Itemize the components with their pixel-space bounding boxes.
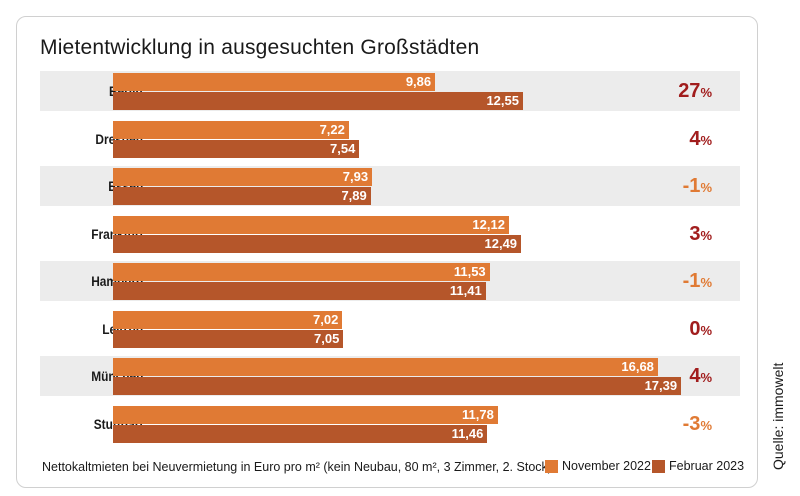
bar-februar-2023: 11,41 [113,282,486,300]
data-label: 7,05 [314,330,340,346]
data-label: 11,41 [449,283,482,298]
change-percent: 4% [689,119,712,159]
bar-november-2022: 12,12 [113,215,509,234]
legend-label: Februar 2023 [669,459,745,473]
data-label: 16,68 [621,359,654,374]
change-unit: % [700,180,712,195]
legend-item-november-2022: November 2022 [545,459,651,473]
data-label: 17,39 [644,378,678,393]
change-unit: % [700,322,712,338]
data-label: 11,53 [453,264,486,279]
change-value: 0 [689,317,701,340]
change-unit: % [700,417,712,433]
change-unit: % [700,275,712,290]
bar-november-2022: 9,86 [113,73,436,91]
change-value: 3 [689,222,701,245]
bar-november-2022: 7,22 [113,120,349,139]
bar-november-2022: 11,53 [113,263,490,281]
change-percent: -3% [683,404,712,444]
bar-februar-2023: 17,39 [113,377,682,395]
bar-november-2022: 11,78 [113,405,498,424]
chart-row: Berlin 9,86 12,55 27% [40,71,740,111]
bar-februar-2023: 7,89 [113,187,371,205]
change-unit: % [700,85,712,100]
data-label: 7,02 [313,311,339,327]
bar-februar-2023: 12,49 [113,234,522,253]
legend-swatch [652,459,665,473]
bar-februar-2023: 7,05 [113,329,344,348]
legend-swatch [545,459,558,473]
chart-row: Hamburg 11,53 11,41 -1% [40,261,740,301]
chart-row: Frankfurt 12,12 12,49 3% [40,214,740,254]
change-value: -3 [682,412,701,435]
data-label: 9,86 [405,74,432,89]
change-percent: 4% [689,356,712,396]
change-value: -1 [682,270,701,292]
data-label: 7,22 [319,121,345,137]
data-label: 12,55 [486,93,519,108]
chart-row: Stuttgart 11,78 11,46 -3% [40,404,740,444]
chart-row: Essen 7,93 7,89 -1% [40,166,740,206]
change-percent: -1% [683,166,712,206]
data-label: 11,46 [451,425,484,441]
change-value: 4 [689,365,701,387]
bar-februar-2023: 11,46 [113,424,488,443]
legend-label: November 2022 [562,459,651,473]
change-unit: % [700,132,712,148]
data-label: 7,93 [342,169,369,184]
data-label: 7,54 [330,140,356,156]
bar-februar-2023: 12,55 [113,92,523,110]
source-note: Quelle: immowelt [770,362,786,470]
x-axis-label: Nettokaltmieten bei Neuvermietung in Eur… [42,460,556,474]
bar-november-2022: 7,93 [113,168,373,186]
change-percent: 0% [689,309,712,349]
change-unit: % [700,227,712,243]
change-percent: 3% [689,214,712,254]
chart-row: Dresden 7,22 7,54 4% [40,119,740,159]
chart-title: Mietentwicklung in ausgesuchten Großstäd… [40,36,480,59]
change-value: 27 [678,80,701,102]
data-label: 12,12 [472,216,505,232]
change-value: -1 [682,175,701,197]
legend-item-februar-2023: Februar 2023 [652,459,744,473]
bar-november-2022: 16,68 [113,358,658,376]
data-label: 7,89 [341,188,367,203]
data-label: 12,49 [484,235,518,251]
data-label: 11,78 [462,406,494,422]
chart-row: Leipzig 7,02 7,05 0% [40,309,740,349]
chart-row: München 16,68 17,39 4% [40,356,740,396]
change-value: 4 [689,127,701,150]
change-percent: -1% [683,261,712,301]
bar-november-2022: 7,02 [113,310,343,329]
change-percent: 27% [678,71,712,111]
bar-februar-2023: 7,54 [113,139,360,158]
change-unit: % [700,370,712,385]
